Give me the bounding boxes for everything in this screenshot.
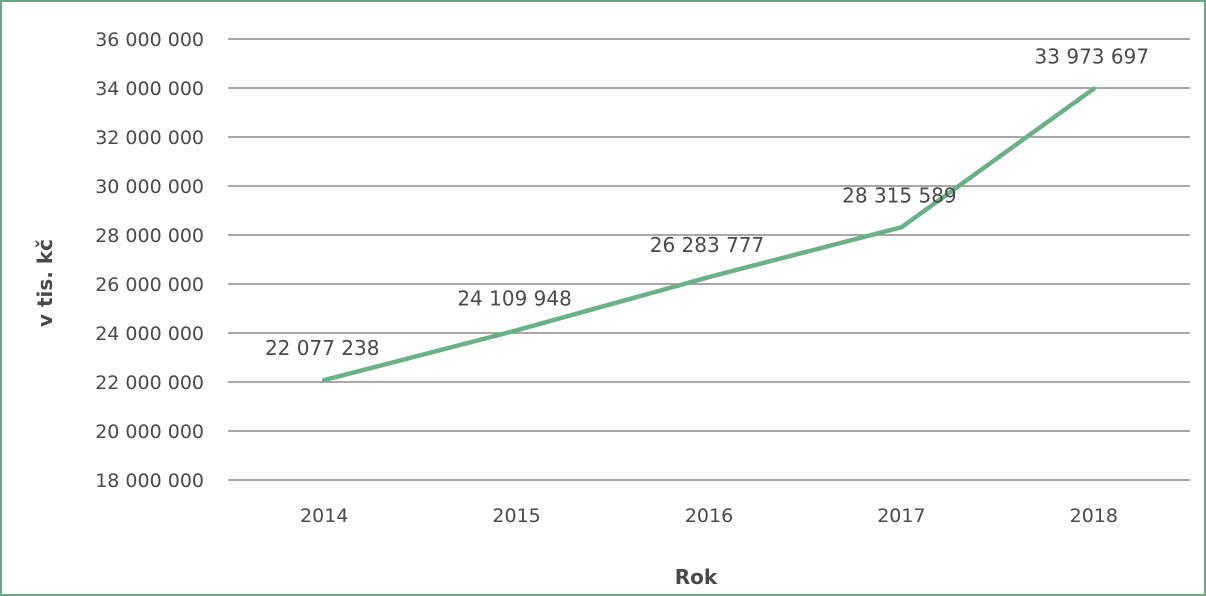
y-tick-label: 30 000 000	[95, 176, 204, 198]
y-tick-label: 22 000 000	[95, 372, 204, 394]
grid-lines	[228, 38, 1190, 481]
y-axis-title: v tis. kč	[33, 239, 57, 327]
x-tick-label: 2017	[877, 505, 925, 527]
y-tick-label: 32 000 000	[95, 127, 204, 149]
data-label: 24 109 948	[457, 286, 572, 310]
data-label: 28 315 589	[842, 183, 957, 207]
y-tick-label: 18 000 000	[95, 470, 204, 492]
x-tick-label: 2018	[1070, 505, 1118, 527]
data-label: 33 973 697	[1035, 45, 1150, 69]
y-tick-label: 36 000 000	[95, 29, 204, 51]
x-tick-label: 2015	[492, 505, 540, 527]
data-label: 22 077 238	[265, 336, 380, 360]
y-tick-label: 34 000 000	[95, 78, 204, 100]
series-line-group	[321, 86, 1097, 383]
y-tick-label: 24 000 000	[95, 323, 204, 345]
y-tick-label: 26 000 000	[95, 274, 204, 296]
y-axis-ticks: 18 000 000 20 000 000 22 000 000 24 000 000…	[95, 29, 204, 492]
x-axis-title: Rok	[675, 565, 718, 589]
x-axis-ticks: 2014 2015 2016 2017 2018	[300, 505, 1118, 527]
y-tick-label: 20 000 000	[95, 421, 204, 443]
x-tick-label: 2016	[685, 505, 733, 527]
y-tick-label: 28 000 000	[95, 225, 204, 247]
data-labels: 22 077 238 24 109 948 26 283 777 28 315 589…	[265, 45, 1149, 360]
data-label: 26 283 777	[650, 233, 765, 257]
x-tick-label: 2014	[300, 505, 348, 527]
